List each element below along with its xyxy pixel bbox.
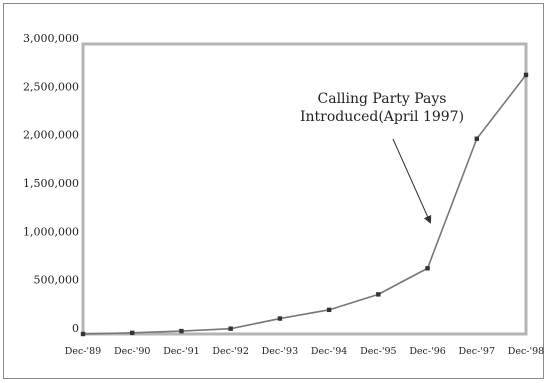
x-tick-label: Dec-'90 [114,346,150,357]
y-tick-label: 1,500,000 [23,177,79,190]
annotation: Calling Party Pays Introduced(April 1997… [300,91,464,224]
y-axis: 3,000,000 2,500,000 2,000,000 1,500,000 1,00… [23,32,79,335]
series-line [82,74,527,335]
x-tick-label: Dec-'89 [65,346,101,357]
data-point [80,331,86,337]
y-tick-label: 2,000,000 [23,129,79,142]
y-tick-label: 1,000,000 [23,225,79,238]
data-point [425,266,430,271]
x-tick-label: Dec-'94 [311,346,347,357]
data-point [179,328,184,334]
x-tick-label: Dec-'92 [212,346,248,357]
data-point [228,326,233,331]
annotation-line-1: Calling Party Pays [318,91,447,107]
annotation-line-2: Introduced(April 1997) [300,109,464,125]
x-tick-label: Dec-'91 [163,346,199,357]
data-point [326,307,332,313]
y-tick-label: 3,000,000 [23,32,79,45]
y-tick-label: 500,000 [34,274,80,287]
y-tick-label: 2,500,000 [23,80,79,93]
y-tick-label: 0 [72,322,79,335]
data-point [523,72,529,78]
series-markers [80,72,529,337]
x-tick-label: Dec-'96 [409,346,445,357]
x-tick-label: Dec-'93 [262,346,298,357]
data-point [376,292,381,297]
data-point [277,316,283,321]
x-tick-label: Dec-'98 [508,346,544,357]
plot-area [81,42,528,336]
data-point [130,330,135,336]
x-tick-label: Dec-'95 [360,346,396,357]
data-point [474,136,479,141]
x-axis: Dec-'89 Dec-'90 Dec-'91 Dec-'92 Dec-'93 Dec-'… [65,346,544,357]
annotation-arrow [392,138,432,224]
x-tick-label: Dec-'97 [459,346,495,357]
